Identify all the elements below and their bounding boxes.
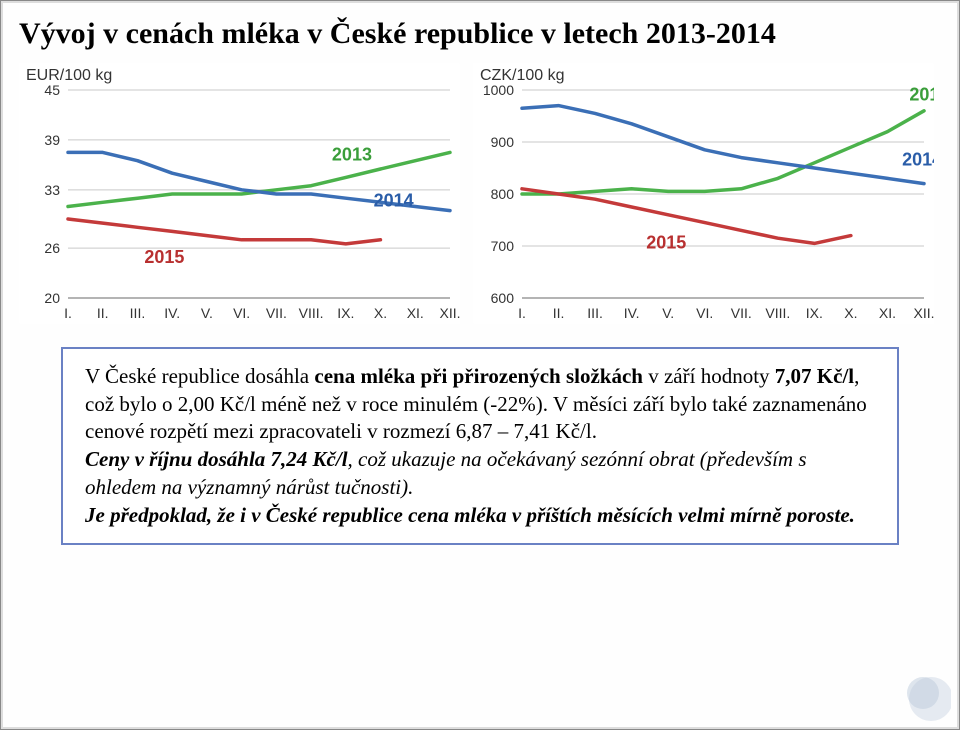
svg-text:33: 33 <box>44 182 60 198</box>
svg-text:VIII.: VIII. <box>765 305 790 321</box>
svg-text:2015: 2015 <box>144 247 184 267</box>
svg-text:III.: III. <box>130 305 146 321</box>
txt: v září hodnoty <box>643 364 775 388</box>
svg-text:EUR/100 kg: EUR/100 kg <box>26 67 112 84</box>
svg-text:VII.: VII. <box>731 305 752 321</box>
paragraph-1: V České republice dosáhla cena mléka při… <box>85 363 875 446</box>
analysis-textbox: V České republice dosáhla cena mléka při… <box>61 347 899 545</box>
svg-text:VI.: VI. <box>233 305 250 321</box>
page-title: Vývoj v cenách mléka v České republice v… <box>19 17 941 51</box>
chart-eur-svg: EUR/100 kg 20 26 33 39 45 I. II. III. IV. V. VI. VII… <box>20 64 460 324</box>
svg-text:800: 800 <box>491 186 515 202</box>
svg-text:IX.: IX. <box>337 305 354 321</box>
svg-text:II.: II. <box>97 305 109 321</box>
txt: V České republice dosáhla <box>85 364 314 388</box>
svg-text:VIII.: VIII. <box>299 305 324 321</box>
svg-text:900: 900 <box>491 134 515 150</box>
svg-text:VI.: VI. <box>696 305 713 321</box>
svg-text:V.: V. <box>662 305 674 321</box>
svg-text:2013: 2013 <box>909 84 934 104</box>
svg-text:IV.: IV. <box>624 305 640 321</box>
chart-czk-svg: CZK/100 kg6007008009001000I.II.III.IV.V.… <box>474 64 934 324</box>
svg-text:VII.: VII. <box>266 305 287 321</box>
svg-text:2015: 2015 <box>646 233 686 253</box>
svg-text:20: 20 <box>44 290 60 306</box>
svg-text:700: 700 <box>491 238 515 254</box>
svg-text:XII.: XII. <box>439 305 460 321</box>
svg-text:IX.: IX. <box>806 305 823 321</box>
txt-bold: cena mléka při přirozených složkách <box>314 364 643 388</box>
chart-czk: CZK/100 kg6007008009001000I.II.III.IV.V.… <box>473 63 933 323</box>
svg-text:V.: V. <box>201 305 213 321</box>
svg-text:2014: 2014 <box>902 149 934 169</box>
svg-text:I.: I. <box>64 305 72 321</box>
svg-text:I.: I. <box>518 305 526 321</box>
corner-decor-icon <box>897 677 951 721</box>
chart-eur: EUR/100 kg 20 26 33 39 45 I. II. III. IV. V. VI. VII… <box>19 63 459 323</box>
svg-text:1000: 1000 <box>483 82 514 98</box>
txt-italic-bold: Ceny v říjnu dosáhla 7,24 Kč/l <box>85 447 348 471</box>
paragraph-2: Ceny v říjnu dosáhla 7,24 Kč/l, což ukaz… <box>85 446 875 501</box>
svg-text:XI.: XI. <box>407 305 424 321</box>
svg-text:2014: 2014 <box>374 190 414 210</box>
svg-text:39: 39 <box>44 132 60 148</box>
svg-text:X.: X. <box>374 305 387 321</box>
svg-text:III.: III. <box>587 305 603 321</box>
svg-text:XII.: XII. <box>913 305 934 321</box>
svg-text:600: 600 <box>491 290 515 306</box>
paragraph-3: Je předpoklad, že i v České republice ce… <box>85 502 875 530</box>
svg-text:2013: 2013 <box>332 145 372 165</box>
charts-row: EUR/100 kg 20 26 33 39 45 I. II. III. IV. V. VI. VII… <box>19 63 941 323</box>
svg-text:45: 45 <box>44 82 60 98</box>
svg-text:XI.: XI. <box>879 305 896 321</box>
txt-bold: 7,07 Kč/l <box>775 364 854 388</box>
svg-text:II.: II. <box>553 305 565 321</box>
svg-text:26: 26 <box>44 240 60 256</box>
svg-text:IV.: IV. <box>164 305 180 321</box>
svg-text:X.: X. <box>844 305 857 321</box>
